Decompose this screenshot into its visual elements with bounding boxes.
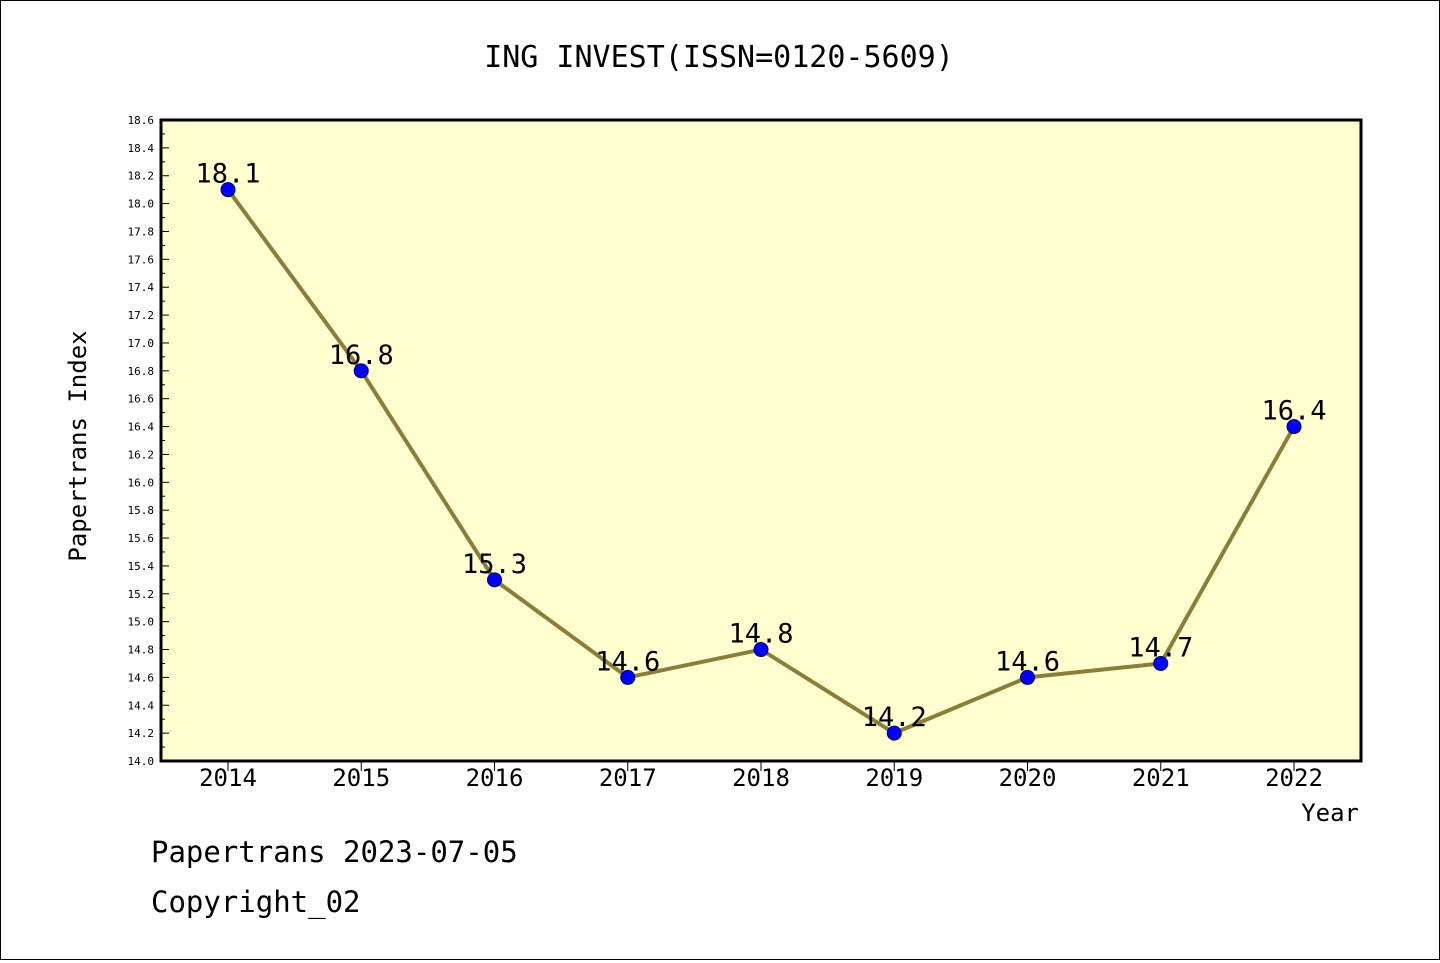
- y-tick-label: 15.6: [128, 532, 155, 545]
- x-tick-label: 2022: [1265, 764, 1323, 792]
- data-point: [1153, 655, 1169, 671]
- data-point: [620, 669, 636, 685]
- y-tick-label: 17.6: [128, 253, 155, 266]
- y-tick-label: 14.2: [128, 727, 155, 740]
- y-tick-label: 18.6: [128, 114, 155, 127]
- data-point: [886, 725, 902, 741]
- x-tick-label: 2020: [999, 764, 1057, 792]
- y-tick-label: 18.2: [128, 170, 155, 183]
- data-point: [487, 572, 502, 588]
- data-label: 14.6: [995, 646, 1060, 677]
- y-tick-label: 14.4: [128, 699, 155, 712]
- y-tick-label: 18.0: [128, 198, 155, 211]
- data-point: [220, 182, 236, 198]
- y-tick-label: 17.4: [128, 281, 155, 294]
- y-tick-label: 17.8: [128, 225, 155, 238]
- y-axis-label: Papertrans Index: [64, 330, 92, 561]
- data-label: 14.7: [1128, 632, 1193, 663]
- x-axis-label: Year: [1301, 799, 1359, 827]
- chart-title: ING INVEST(ISSN=0120-5609): [484, 40, 954, 75]
- plot-frame: [159, 118, 1363, 763]
- data-point: [1020, 669, 1035, 685]
- y-tick-label: 16.8: [128, 365, 155, 378]
- x-tick-label: 2016: [466, 764, 524, 792]
- y-tick-label: 16.2: [128, 448, 155, 461]
- data-label: 14.8: [728, 619, 793, 650]
- data-point: [1286, 419, 1302, 435]
- y-tick-label: 15.2: [128, 588, 155, 601]
- y-tick-label: 15.0: [128, 616, 155, 629]
- data-point: [353, 363, 369, 379]
- y-tick-label: 16.0: [128, 476, 155, 489]
- x-tick-label: 2019: [865, 764, 923, 792]
- y-tick-label: 14.8: [128, 644, 155, 657]
- data-label: 16.4: [1261, 396, 1326, 427]
- x-tick-label: 2015: [332, 764, 390, 792]
- y-tick-label: 17.0: [128, 337, 155, 350]
- y-tick-label: 14.6: [128, 671, 155, 684]
- y-tick-label: 16.6: [128, 393, 155, 406]
- y-tick-label: 14.0: [128, 755, 155, 768]
- y-tick-label: 15.4: [128, 560, 155, 573]
- data-label: 18.1: [195, 159, 260, 190]
- data-label: 16.8: [329, 340, 394, 371]
- data-point: [753, 642, 769, 658]
- x-tick-label: 2014: [199, 764, 257, 792]
- footer-copyright: Copyright_02: [151, 885, 361, 919]
- x-tick-label: 2021: [1132, 764, 1190, 792]
- y-tick-label: 16.4: [128, 421, 155, 434]
- x-tick-label: 2018: [732, 764, 790, 792]
- footer-date: Papertrans 2023-07-05: [151, 835, 518, 869]
- y-tick-label: 17.2: [128, 309, 155, 322]
- x-tick-label: 2017: [599, 764, 657, 792]
- y-tick-label: 18.4: [128, 142, 155, 155]
- y-tick-label: 15.8: [128, 504, 155, 517]
- data-label: 15.3: [462, 549, 527, 580]
- data-label: 14.6: [595, 646, 660, 677]
- data-label: 14.2: [862, 702, 927, 733]
